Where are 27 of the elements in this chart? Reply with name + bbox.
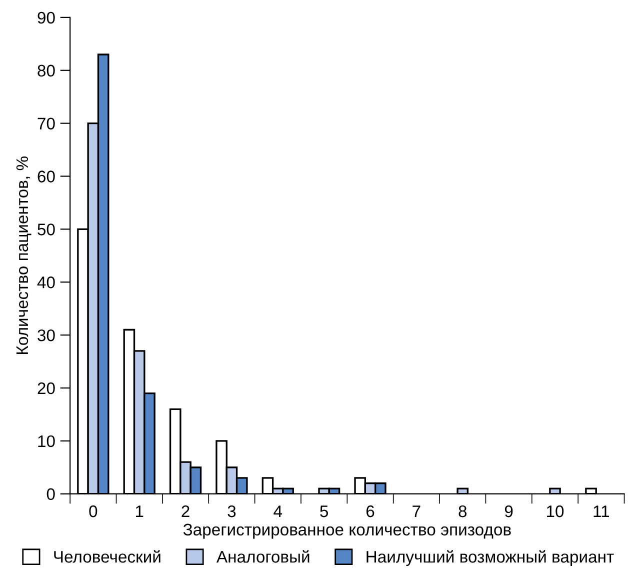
y-tick-label: 10 [38, 435, 55, 448]
y-tick-label: 30 [38, 329, 55, 342]
x-axis-title: Зарегистрированное количество эпизодов [183, 524, 511, 539]
legend-label: Аналоговый [216, 550, 310, 563]
x-tick-label: 3 [228, 505, 236, 518]
y-tick-label: 70 [38, 118, 55, 130]
legend-label: Человеческий [54, 550, 160, 563]
x-tick-label: 7 [412, 506, 420, 518]
y-axis-title: Количество пациентов, % [16, 156, 32, 354]
y-tick-label: 90 [38, 12, 55, 24]
x-tick-label: 8 [458, 505, 467, 518]
y-tick-label: 50 [38, 224, 55, 236]
y-tick-label: 0 [46, 488, 55, 500]
x-tick-label: 11 [594, 506, 610, 518]
x-tick-label: 10 [546, 505, 564, 518]
y-tick-label: 20 [38, 382, 55, 394]
x-tick-label: 6 [366, 505, 374, 518]
y-tick-label: 60 [38, 170, 55, 182]
y-tick-label: 40 [37, 276, 55, 288]
y-tick-label: 80 [38, 64, 55, 77]
x-tick-label: 9 [504, 505, 513, 518]
x-tick-label: 1 [136, 506, 144, 518]
x-tick-label: 2 [182, 505, 190, 518]
x-tick-label: 0 [89, 505, 98, 518]
x-tick-label: 4 [274, 506, 282, 518]
x-tick-label: 5 [320, 506, 328, 518]
legend-label: Наилучший возможный вариант [366, 550, 614, 566]
